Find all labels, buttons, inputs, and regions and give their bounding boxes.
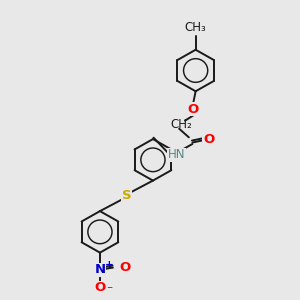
Text: O: O — [203, 133, 214, 146]
Text: N: N — [94, 263, 106, 276]
Text: +: + — [105, 260, 114, 270]
Text: CH₂: CH₂ — [171, 118, 192, 131]
Text: CH₃: CH₃ — [185, 21, 206, 34]
Text: O: O — [120, 261, 131, 274]
Text: HN: HN — [167, 148, 185, 161]
Text: S: S — [122, 189, 131, 203]
Text: ⁻: ⁻ — [106, 284, 112, 297]
Text: O: O — [188, 103, 199, 116]
Text: O: O — [94, 281, 106, 294]
